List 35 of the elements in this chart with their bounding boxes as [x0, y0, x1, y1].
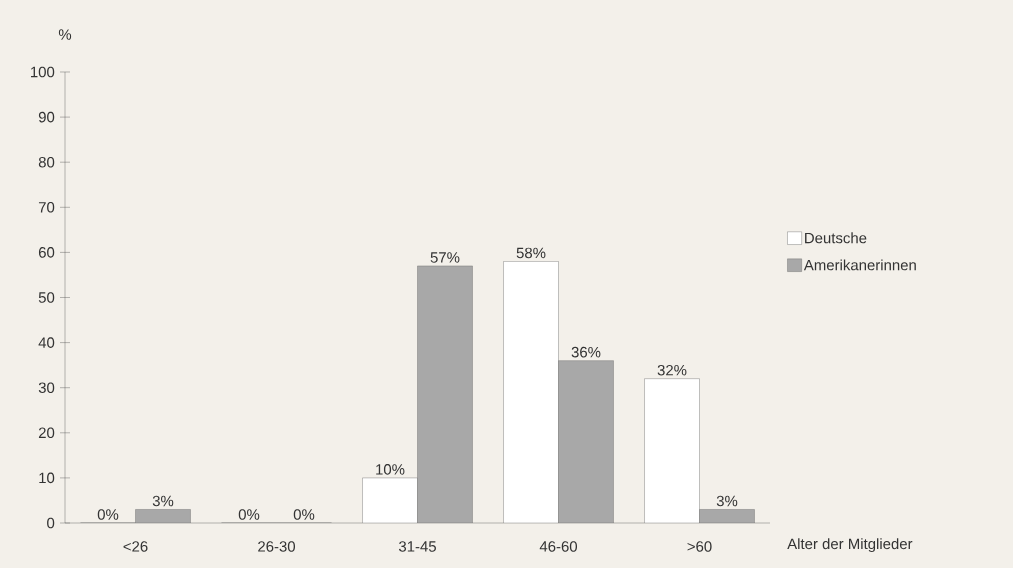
data-label: 3%: [716, 495, 738, 507]
data-label: 58%: [516, 247, 546, 259]
x-tick-label: 31-45: [398, 541, 436, 552]
data-label: 10%: [376, 464, 405, 475]
y-tick-label: 80: [38, 156, 55, 168]
data-label: 3%: [152, 495, 174, 507]
x-tick-label: <26: [123, 541, 148, 552]
bar: [362, 477, 418, 523]
y-tick-label: 10: [39, 472, 55, 484]
bar: [503, 261, 559, 523]
data-label: 36%: [571, 346, 601, 358]
legend-label: Amerikanerinnen: [803, 259, 916, 271]
x-tick-label: 46-60: [539, 541, 578, 552]
legend-label: Deutsche: [805, 232, 867, 244]
x-axis-title: Alter der Mitglieder: [787, 538, 913, 553]
bar: [558, 360, 614, 523]
data-label: 32%: [657, 364, 687, 376]
y-tick-label: 90: [38, 111, 55, 123]
x-tick-label: >60: [687, 541, 712, 552]
y-tick-label: 40: [38, 337, 55, 348]
y-tick-label: 60: [38, 247, 55, 258]
y-tick-label: 100: [31, 66, 55, 78]
y-tick-label: 20: [38, 427, 55, 439]
y-tick-label: 50: [38, 292, 55, 303]
y-tick-label: 30: [38, 382, 55, 393]
y-tick-label: 0: [47, 517, 55, 529]
x-tick-label: 26-30: [258, 541, 296, 552]
data-label: 57%: [430, 252, 460, 263]
data-label: 0%: [293, 509, 315, 520]
data-label: 0%: [97, 509, 119, 520]
y-tick-label: 70: [38, 202, 55, 213]
y-axis-title: %: [58, 29, 72, 40]
bar: [417, 265, 473, 523]
bar: [644, 378, 700, 523]
data-label: 0%: [238, 509, 260, 520]
